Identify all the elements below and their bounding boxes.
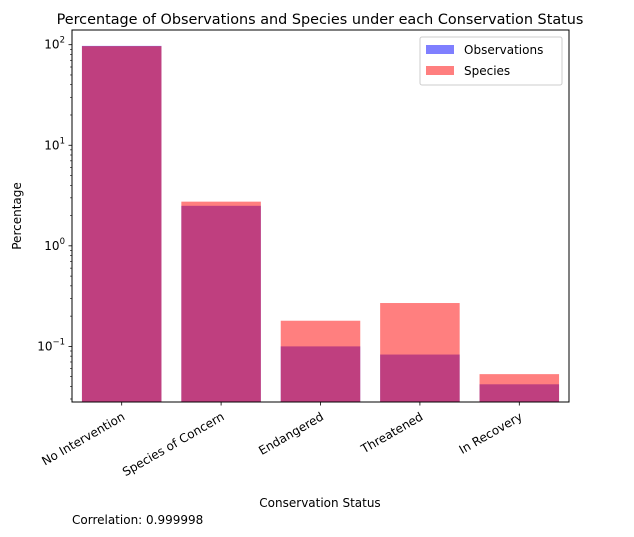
x-axis-label: Conservation Status [259, 496, 380, 510]
legend-frame [419, 36, 563, 86]
bar-species-0 [81, 46, 162, 402]
legend-swatch-species [426, 66, 454, 75]
correlation-annotation: Correlation: 0.999998 [72, 513, 203, 527]
y-tick-label: 102 [44, 36, 65, 52]
legend-swatch-observations [426, 45, 454, 54]
x-tick-label: Threatened [358, 409, 426, 456]
bar-species-3 [380, 303, 460, 402]
x-tick-label: No Intervention [39, 409, 127, 468]
bar-species-2 [280, 320, 361, 402]
y-tick-label: 101 [44, 136, 65, 152]
x-tick-label: In Recovery [457, 409, 525, 456]
y-tick-label: 100 [44, 237, 65, 253]
bar-species-1 [181, 201, 261, 402]
bar-species-4 [479, 374, 560, 402]
x-tick-label: Species of Concern [120, 409, 227, 479]
chart-title: Percentage of Observations and Species u… [57, 12, 584, 28]
legend-label-species: Species [464, 64, 510, 78]
y-axis-label: Percentage [10, 182, 24, 250]
legend-label-observations: Observations [464, 43, 543, 57]
y-tick-label: 10−1 [37, 337, 65, 353]
legend: Observations Species [419, 36, 563, 86]
y-axis: 10−1 100 101 102 [37, 36, 72, 400]
plot-area [81, 45, 560, 402]
x-tick-label: Endangered [256, 409, 326, 457]
